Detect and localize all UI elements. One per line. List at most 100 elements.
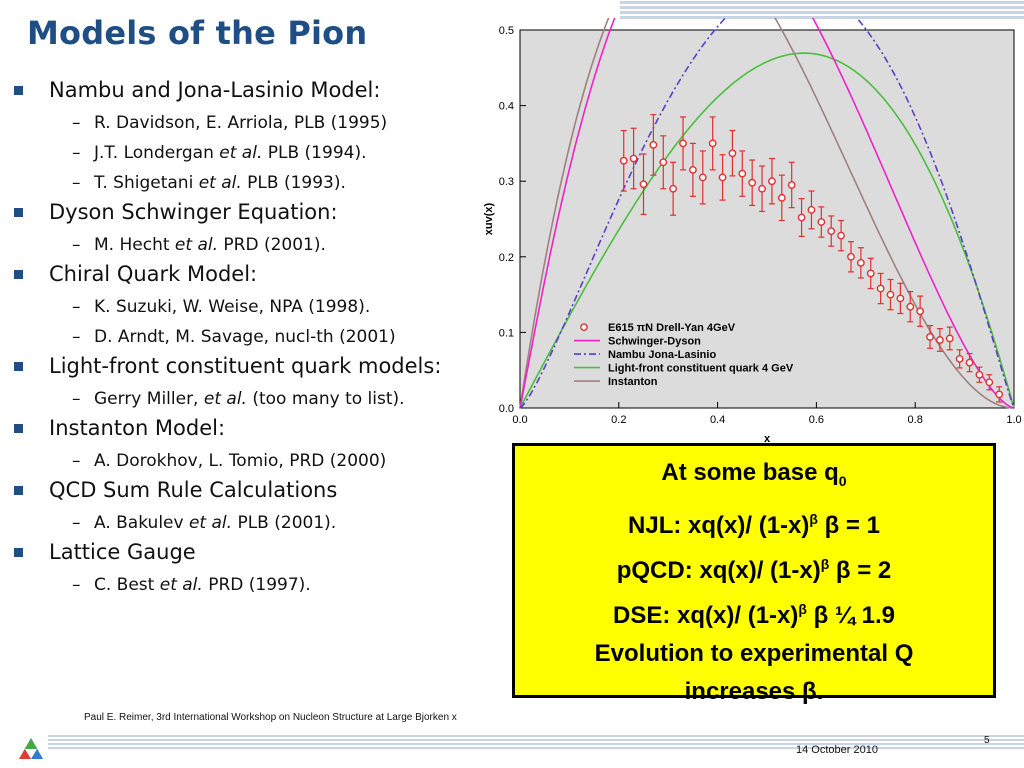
legend-marker: [580, 323, 588, 332]
data-point: [659, 158, 668, 167]
light-front-curve: [519, 52, 1015, 409]
reference-et-al: et al.: [159, 575, 203, 595]
bullet-square-icon: [14, 270, 23, 279]
bullet-item: Chiral Quark Model:: [12, 261, 482, 288]
sub-bullet-item: – R. Davidson, E. Arriola, PLB (1995): [72, 113, 388, 133]
bullet-text: QCD Sum Rule Calculations: [49, 478, 338, 502]
bullet-item: QCD Sum Rule Calculations: [12, 477, 482, 504]
y-tick-label: 0.3: [499, 176, 514, 188]
legend-label: Light-front constituent quark 4 GeV: [608, 363, 794, 375]
data-point: [856, 258, 865, 267]
reference-journal: PRD (2001).: [218, 235, 326, 255]
data-point: [738, 169, 747, 178]
data-point: [629, 154, 638, 163]
reference-text: K. Suzuki, W. Weise, NPA (1998).: [94, 297, 371, 317]
bullet-text: Dyson Schwinger Equation:: [49, 200, 338, 224]
data-point: [945, 334, 954, 343]
reference-text: R. Davidson, E. Arriola, PLB (1995): [94, 113, 388, 133]
sub-bullet-item: – D. Arndt, M. Savage, nucl-th (2001): [72, 327, 396, 347]
y-tick-label: 0.5: [499, 25, 514, 37]
reference-journal: PLB (1993).: [241, 173, 346, 193]
data-point: [827, 227, 836, 235]
y-tick-label: 0.2: [499, 252, 514, 264]
bullet-square-icon: [14, 208, 23, 217]
reference-journal: PLB (2001).: [232, 513, 337, 533]
reference-et-al: et al.: [203, 389, 247, 409]
y-tick-label: 0.4: [499, 101, 514, 113]
data-point: [906, 302, 915, 311]
reference-author: T. Shigetani: [94, 173, 199, 193]
box-line-4: DSE: xq(x)/ (1-x)β β ¼ 1.9: [613, 600, 895, 629]
bullet-text: Nambu and Jona-Lasinio Model:: [49, 78, 381, 102]
reference-et-al: et al.: [174, 235, 218, 255]
header-decoration: [620, 0, 1024, 22]
data-point: [619, 156, 628, 165]
reference-author: J.T. Londergan: [94, 143, 220, 163]
box-line-3: pQCD: xq(x)/ (1-x)β β = 2: [616, 555, 892, 584]
instanton-curve: [519, 18, 1015, 409]
data-point: [886, 290, 895, 299]
bullet-text: Lattice Gauge: [49, 540, 196, 564]
x-tick-label: 0.8: [908, 414, 923, 426]
box-line-2: NJL: xq(x)/ (1-x)β β = 1: [628, 510, 880, 539]
bullet-text: Chiral Quark Model:: [49, 262, 258, 286]
data-point: [669, 184, 678, 193]
x-tick-label: 1.0: [1006, 414, 1021, 426]
bullet-text: Instanton Model:: [49, 416, 226, 440]
reference-et-al: et al.: [198, 173, 242, 193]
sub-bullet-item: – Gerry Miller, et al. (too many to list)…: [72, 389, 405, 409]
bullet-square-icon: [14, 486, 23, 495]
x-tick-label: 0.2: [611, 414, 626, 426]
reference-journal: (too many to list).: [246, 389, 405, 409]
data-point: [698, 173, 707, 182]
reference-author: Gerry Miller,: [94, 389, 204, 409]
data-point: [679, 139, 687, 148]
reference-author: C. Best: [94, 575, 160, 595]
reference-et-al: et al.: [188, 513, 233, 533]
data-point: [708, 139, 717, 148]
data-point: [916, 307, 925, 316]
footer-decoration: [48, 733, 1024, 749]
data-point: [728, 149, 737, 158]
legend-label: E615 πN Drell-Yan 4GeV: [608, 322, 736, 334]
reference-journal: PRD (1997).: [202, 575, 311, 595]
y-tick-label: 0.1: [499, 327, 514, 339]
data-point: [896, 294, 905, 303]
data-point: [847, 252, 855, 261]
data-point: [768, 177, 776, 186]
data-point: [995, 390, 1004, 399]
data-point: [649, 141, 658, 149]
sub-bullet-item: – C. Best et al. PRD (1997).: [72, 575, 311, 595]
legend-label: Schwinger-Dyson: [608, 336, 701, 348]
x-tick-label: 0.4: [710, 414, 725, 426]
sub-bullet-item: – K. Suzuki, W. Weise, NPA (1998).: [72, 297, 371, 317]
bullet-list: Nambu and Jona-Lasinio Model: – R. Davids…: [12, 72, 482, 596]
data-point: [866, 269, 875, 278]
reference-et-al: et al.: [219, 143, 263, 163]
bullet-item: Nambu and Jona-Lasinio Model:: [12, 77, 482, 104]
pion-pdf-chart: 0.0 0.2 0.4 0.6 0.8 1.0 0.0 0.1 0.2 0.3 0.4 0.5 x xuv…: [478, 18, 1024, 450]
y-axis-label: xuv(x): [483, 202, 495, 235]
page-number: 5: [984, 735, 990, 746]
box-line-1: At some base q0: [661, 459, 847, 489]
data-point: [807, 206, 816, 214]
data-point: [787, 181, 796, 189]
data-point: [639, 180, 648, 189]
x-tick-label: 0.6: [809, 414, 824, 426]
data-point: [935, 336, 944, 344]
njl-curve: [519, 18, 1015, 409]
reference-text: D. Arndt, M. Savage, nucl-th (2001): [94, 327, 396, 347]
chart-svg: 0.0 0.2 0.4 0.6 0.8 1.0 0.0 0.1 0.2 0.3 0.4 0.5 x xuv…: [483, 18, 1022, 445]
footer-date: 14 October 2010: [796, 744, 878, 756]
sub-bullet-item: – A. Dorokhov, L. Tomio, PRD (2000): [72, 451, 387, 471]
legend-label: Instanton: [608, 376, 658, 388]
data-point: [926, 333, 934, 341]
data-point: [718, 173, 727, 182]
data-point: [955, 354, 964, 363]
reference-author: A. Bakulev: [94, 513, 189, 533]
legend-label: Nambu Jona-Lasinio: [608, 349, 716, 361]
sub-bullet-item: – J.T. Londergan et al. PLB (1994).: [72, 143, 367, 163]
bullet-square-icon: [14, 424, 23, 433]
x-axis-label: x: [764, 433, 771, 445]
data-point: [797, 213, 806, 222]
